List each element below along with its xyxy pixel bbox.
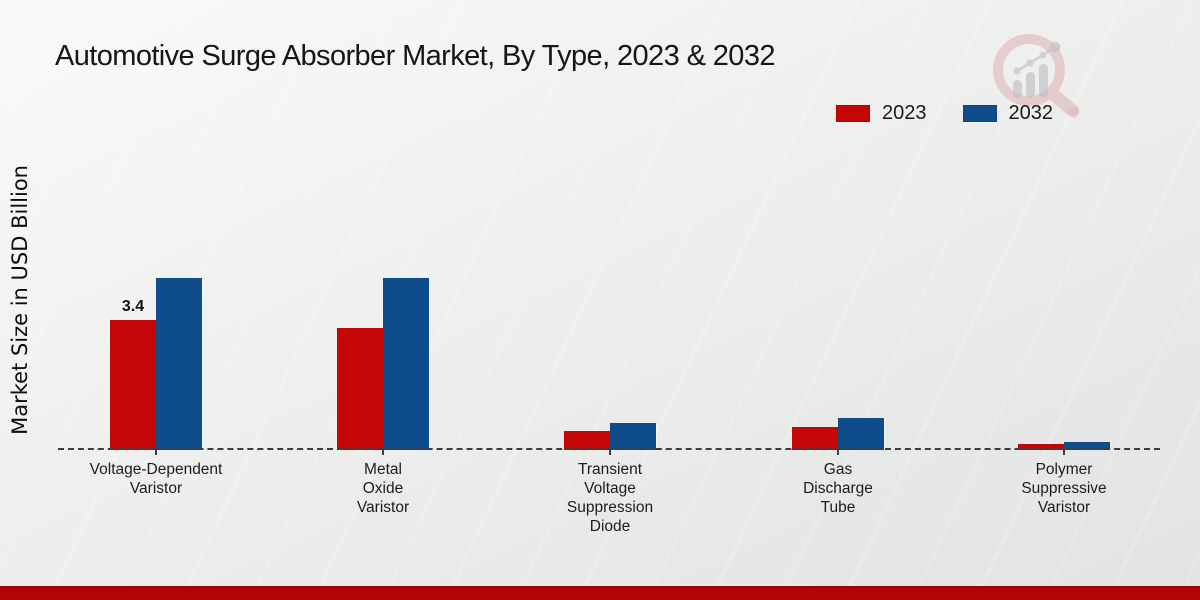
footer-accent-bar bbox=[0, 586, 1200, 600]
bar-2023-polymer-suppressive-varistor bbox=[1018, 444, 1064, 450]
magnifier-growth-chart-logo-icon bbox=[993, 34, 1080, 118]
bar-2023-transient-voltage-suppression-diode bbox=[564, 431, 610, 450]
category-label-polymer-suppressive-varistor: Polymer Suppressive Varistor bbox=[1021, 461, 1107, 516]
legend-label-2023: 2023 bbox=[882, 102, 927, 124]
legend-item-2023: 2023 bbox=[836, 102, 927, 125]
bar-2023-gas-discharge-tube bbox=[792, 427, 838, 450]
category-label-metal-oxide-varistor: Metal Oxide Varistor bbox=[356, 461, 410, 516]
legend-item-2032: 2032 bbox=[962, 102, 1054, 125]
bar-2023-voltage-dependent-varistor bbox=[110, 320, 156, 450]
bar-2032-metal-oxide-varistor bbox=[383, 278, 429, 450]
legend-label-2032: 2032 bbox=[1008, 102, 1054, 124]
chart-title: Automotive Surge Absorber Market, By Typ… bbox=[55, 40, 775, 72]
x-axis-tick bbox=[609, 450, 611, 455]
bar-2032-gas-discharge-tube bbox=[838, 418, 884, 450]
chart-legend: 2023 2032 bbox=[836, 102, 1053, 125]
x-axis-tick bbox=[382, 450, 384, 455]
x-axis-baseline bbox=[58, 448, 1160, 450]
legend-swatch-2023 bbox=[836, 105, 870, 122]
legend-swatch-2032 bbox=[962, 105, 997, 122]
bar-2023-metal-oxide-varistor bbox=[337, 328, 383, 450]
bar-2032-transient-voltage-suppression-diode bbox=[610, 423, 656, 450]
bar-value-label: 3.4 bbox=[121, 298, 145, 315]
category-label-gas-discharge-tube: Gas Discharge Tube bbox=[803, 461, 873, 516]
category-label-voltage-dependent-varistor: Voltage-Dependent Varistor bbox=[89, 461, 223, 497]
x-axis-tick bbox=[155, 450, 157, 455]
plot-area: 3.4 bbox=[110, 278, 1110, 450]
bar-2032-polymer-suppressive-varistor bbox=[1064, 442, 1110, 450]
x-axis-tick bbox=[837, 450, 839, 455]
category-label-transient-voltage-suppression-diode: Transient Voltage Suppression Diode bbox=[566, 461, 654, 535]
bar-2032-voltage-dependent-varistor bbox=[156, 278, 202, 450]
x-axis-tick bbox=[1063, 450, 1065, 455]
